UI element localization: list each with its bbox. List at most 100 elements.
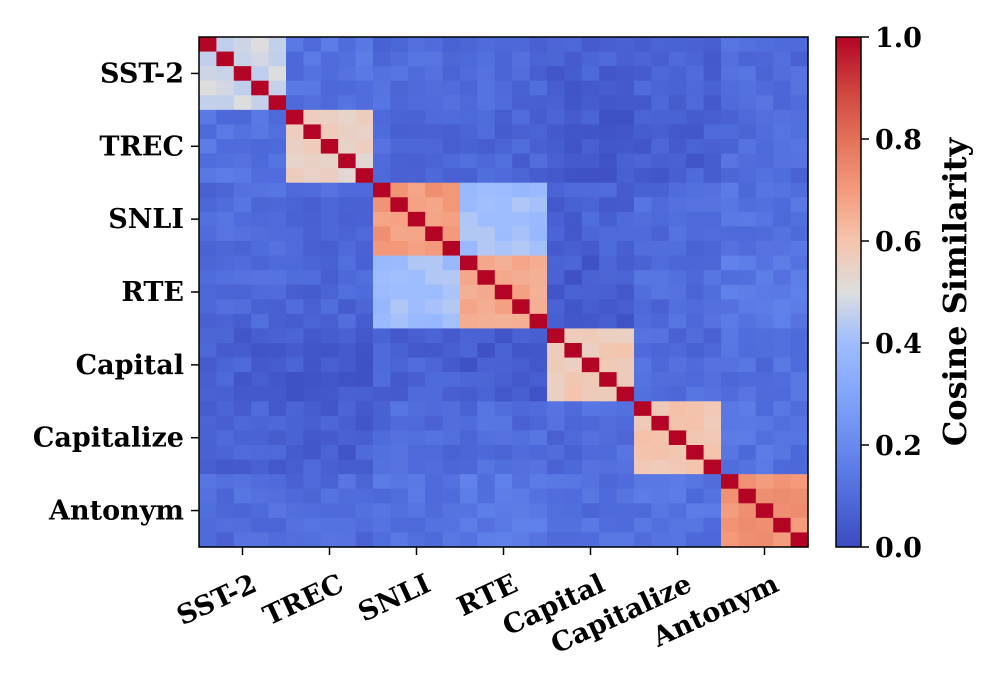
heatmap-cell	[442, 95, 461, 111]
heatmap-cell	[512, 211, 531, 228]
heatmap-cell	[407, 415, 426, 432]
heatmap-cell	[703, 357, 722, 373]
heatmap-cell	[494, 197, 513, 213]
heatmap-cell	[634, 80, 652, 96]
heatmap-cell	[755, 445, 774, 461]
x-tick-label: TREC	[259, 568, 349, 632]
heatmap-cell	[494, 372, 513, 388]
heatmap-cell	[529, 168, 548, 184]
heatmap-cell	[390, 51, 409, 67]
heatmap-cell	[599, 168, 618, 184]
heatmap-cell	[216, 168, 235, 184]
heatmap-cell	[494, 415, 513, 432]
heatmap-cell	[651, 284, 670, 300]
heatmap-cell	[668, 66, 687, 82]
heatmap-cell	[703, 168, 722, 184]
heatmap-cell	[703, 386, 722, 402]
heatmap-cell	[564, 488, 583, 504]
heatmap-cell	[651, 459, 670, 475]
heatmap-cell	[373, 503, 391, 519]
heatmap-cell	[320, 139, 339, 155]
heatmap-cell	[703, 37, 722, 53]
heatmap-cell	[320, 372, 339, 388]
heatmap-cell	[512, 66, 531, 82]
heatmap-cell	[233, 328, 252, 344]
heatmap-cell	[442, 168, 461, 184]
heatmap-cell	[547, 445, 565, 461]
heatmap-cell	[268, 445, 287, 461]
heatmap-cell	[303, 503, 322, 519]
heatmap-cell	[425, 386, 444, 402]
heatmap-cell	[755, 66, 774, 82]
heatmap-cell	[738, 343, 757, 359]
heatmap-cell	[773, 328, 792, 344]
heatmap-cell	[355, 459, 374, 475]
heatmap-cell	[477, 445, 496, 461]
heatmap-cell	[738, 197, 757, 213]
heatmap-cell	[303, 109, 322, 126]
heatmap-cell	[355, 66, 374, 82]
heatmap-cell	[251, 313, 270, 330]
heatmap-cell	[581, 80, 600, 96]
heatmap-cell	[425, 241, 444, 257]
heatmap-cell	[773, 182, 792, 198]
heatmap-cell	[199, 415, 217, 432]
heatmap-cell	[407, 372, 426, 388]
heatmap-cell	[390, 66, 409, 82]
heatmap-cell	[581, 226, 600, 242]
heatmap-cell	[216, 328, 235, 344]
heatmap-cell	[790, 124, 809, 140]
heatmap-cell	[721, 66, 739, 82]
heatmap-cell	[634, 211, 652, 228]
heatmap-cell	[390, 95, 409, 111]
heatmap-cell	[634, 430, 652, 446]
heatmap-cell	[338, 372, 357, 388]
heatmap-cell	[616, 66, 635, 82]
heatmap-cell	[773, 124, 792, 140]
heatmap-cell	[616, 445, 635, 461]
heatmap-cell	[320, 313, 339, 330]
heatmap-cell	[564, 313, 583, 330]
heatmap-cell	[529, 357, 548, 373]
heatmap-cell	[494, 139, 513, 155]
heatmap-cell	[233, 488, 252, 504]
heatmap-cell	[355, 241, 374, 257]
heatmap-cell	[721, 386, 739, 402]
heatmap-cell	[686, 474, 705, 490]
heatmap-cell	[303, 284, 322, 300]
heatmap-cell	[286, 299, 304, 315]
heatmap-cell	[547, 226, 565, 242]
heatmap-cell	[616, 372, 635, 388]
heatmap-cell	[651, 197, 670, 213]
heatmap-cell	[529, 372, 548, 388]
heatmap-cell	[703, 517, 722, 534]
heatmap-cell	[320, 386, 339, 402]
heatmap-cell	[251, 168, 270, 184]
heatmap-cell	[477, 153, 496, 169]
heatmap-cell	[320, 51, 339, 67]
heatmap-cell	[721, 270, 739, 286]
heatmap-cell	[512, 445, 531, 461]
heatmap-cell	[686, 517, 705, 534]
heatmap-cell	[738, 386, 757, 402]
heatmap-cell	[721, 459, 739, 475]
heatmap-cell	[338, 313, 357, 330]
heatmap-cell	[373, 488, 391, 504]
heatmap-cell	[320, 430, 339, 446]
heatmap-cell	[773, 313, 792, 330]
heatmap-cell	[547, 386, 565, 402]
heatmap-cell	[199, 284, 217, 300]
heatmap-cell	[634, 226, 652, 242]
heatmap-cell	[425, 51, 444, 67]
heatmap-cell	[373, 66, 391, 82]
heatmap-cell	[634, 299, 652, 315]
heatmap-cell	[494, 517, 513, 534]
heatmap-cell	[199, 328, 217, 344]
heatmap-cell	[373, 430, 391, 446]
heatmap-cell	[616, 488, 635, 504]
heatmap-cell	[442, 109, 461, 126]
heatmap-cell	[686, 503, 705, 519]
heatmap-cell	[268, 517, 287, 534]
heatmap-cell	[303, 80, 322, 96]
